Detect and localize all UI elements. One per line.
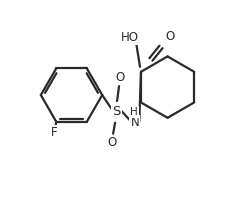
Text: S: S: [112, 105, 120, 118]
Text: O: O: [107, 136, 117, 149]
Text: N: N: [130, 116, 139, 129]
Text: HO: HO: [121, 31, 139, 44]
Text: F: F: [51, 126, 58, 139]
Text: O: O: [115, 71, 125, 84]
Text: H: H: [130, 107, 138, 117]
Text: O: O: [165, 30, 174, 43]
